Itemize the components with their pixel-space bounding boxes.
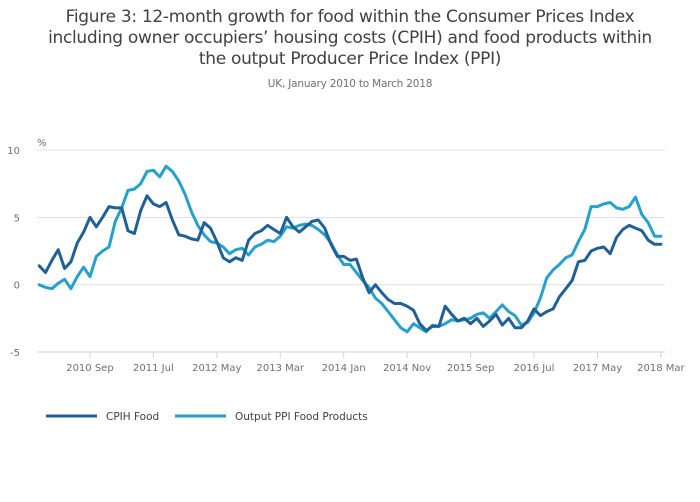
y-tick-label: 5 bbox=[14, 213, 20, 224]
x-tick-label: 2012 May bbox=[192, 363, 241, 374]
x-tick-label: 2018 Mar bbox=[637, 363, 685, 374]
y-axis: % 10 5 0 -5 bbox=[7, 138, 46, 359]
x-tick-label: 2010 Sep bbox=[66, 363, 113, 374]
y-tick-label: -5 bbox=[10, 348, 20, 359]
chart-title-line: the output Producer Price Index (PPI) bbox=[198, 49, 502, 69]
legend-label: CPIH Food bbox=[106, 411, 159, 423]
x-tick-label: 2011 Jul bbox=[133, 363, 174, 374]
series-lines bbox=[37, 164, 663, 334]
legend-label: Output PPI Food Products bbox=[235, 411, 368, 423]
y-tick-label: 0 bbox=[14, 281, 20, 292]
x-tick-label: 2017 May bbox=[573, 363, 622, 374]
chart-title: Figure 3: 12-month growth for food withi… bbox=[0, 7, 700, 70]
series-line-cpih-food bbox=[37, 194, 663, 332]
x-axis: 2010 Sep 2011 Jul 2012 May 2013 Mar 2014 Jan… bbox=[37, 351, 686, 374]
legend: CPIH Food Output PPI Food Products bbox=[46, 411, 368, 423]
chart-title-line: Figure 3: 12-month growth for food withi… bbox=[65, 7, 635, 27]
x-tick-label: 2015 Sep bbox=[447, 363, 494, 374]
y-axis-label: % bbox=[37, 138, 47, 149]
chart-title-line: including owner occupiers’ housing costs… bbox=[48, 28, 652, 48]
series-line-output-ppi-food-products bbox=[37, 164, 663, 334]
x-tick-label: 2014 Nov bbox=[383, 363, 431, 374]
x-tick-label: 2014 Jan bbox=[322, 363, 366, 374]
x-tick-label: 2016 Jul bbox=[514, 363, 555, 374]
gridlines bbox=[37, 149, 665, 286]
chart-subtitle: UK, January 2010 to March 2018 bbox=[267, 78, 433, 90]
x-tick-label: 2013 Mar bbox=[257, 363, 305, 374]
y-tick-label: 10 bbox=[7, 146, 20, 157]
